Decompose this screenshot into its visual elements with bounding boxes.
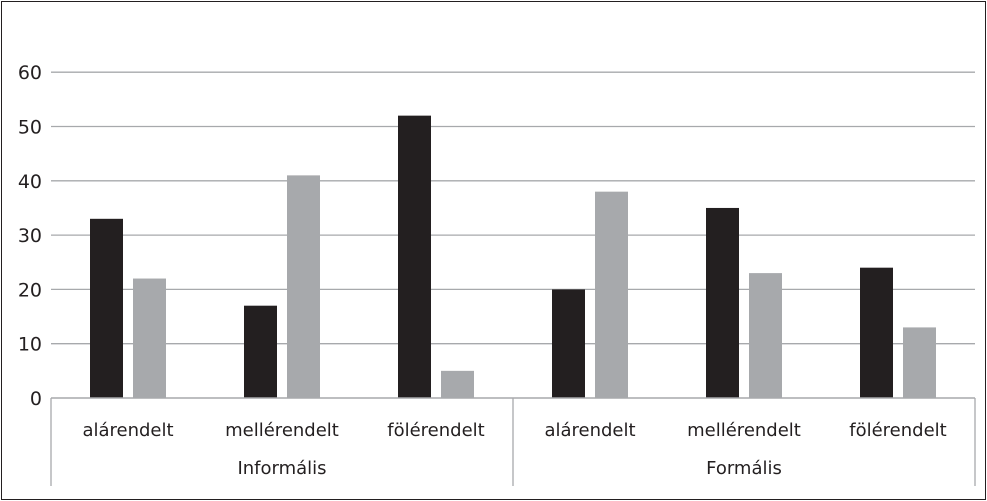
bar <box>133 278 166 398</box>
y-tick-label: 60 <box>18 62 42 84</box>
x-category-label: mellérendelt <box>225 420 339 441</box>
bar <box>749 273 782 398</box>
bar <box>552 289 585 398</box>
bar <box>706 207 739 398</box>
x-category-label: mellérendelt <box>687 420 801 441</box>
gridlines <box>51 71 975 345</box>
bar <box>90 218 123 398</box>
bar <box>441 370 474 398</box>
y-axis-tick-labels: 0 10 20 30 40 50 60 <box>18 62 42 410</box>
bar <box>860 267 893 398</box>
y-tick-label: 50 <box>18 117 42 139</box>
bars <box>90 115 936 398</box>
bar <box>398 115 431 398</box>
y-tick-label: 0 <box>30 388 42 410</box>
x-axis: alárendelt mellérendelt fölérendelt Informá… <box>50 397 976 486</box>
x-category-label: alárendelt <box>544 420 635 441</box>
x-category-label: fölérendelt <box>849 420 946 441</box>
bar <box>595 191 628 398</box>
y-tick-label: 40 <box>18 171 42 193</box>
x-group-label: Formális <box>706 458 782 479</box>
x-category-label: fölérendelt <box>387 420 484 441</box>
y-tick-label: 20 <box>18 279 42 301</box>
y-tick-label: 10 <box>18 334 42 356</box>
bar <box>244 305 277 398</box>
x-group-label: Informális <box>237 458 326 479</box>
x-category-label: alárendelt <box>82 420 173 441</box>
y-tick-label: 30 <box>18 225 42 247</box>
bar <box>287 175 320 398</box>
bar <box>903 327 936 398</box>
